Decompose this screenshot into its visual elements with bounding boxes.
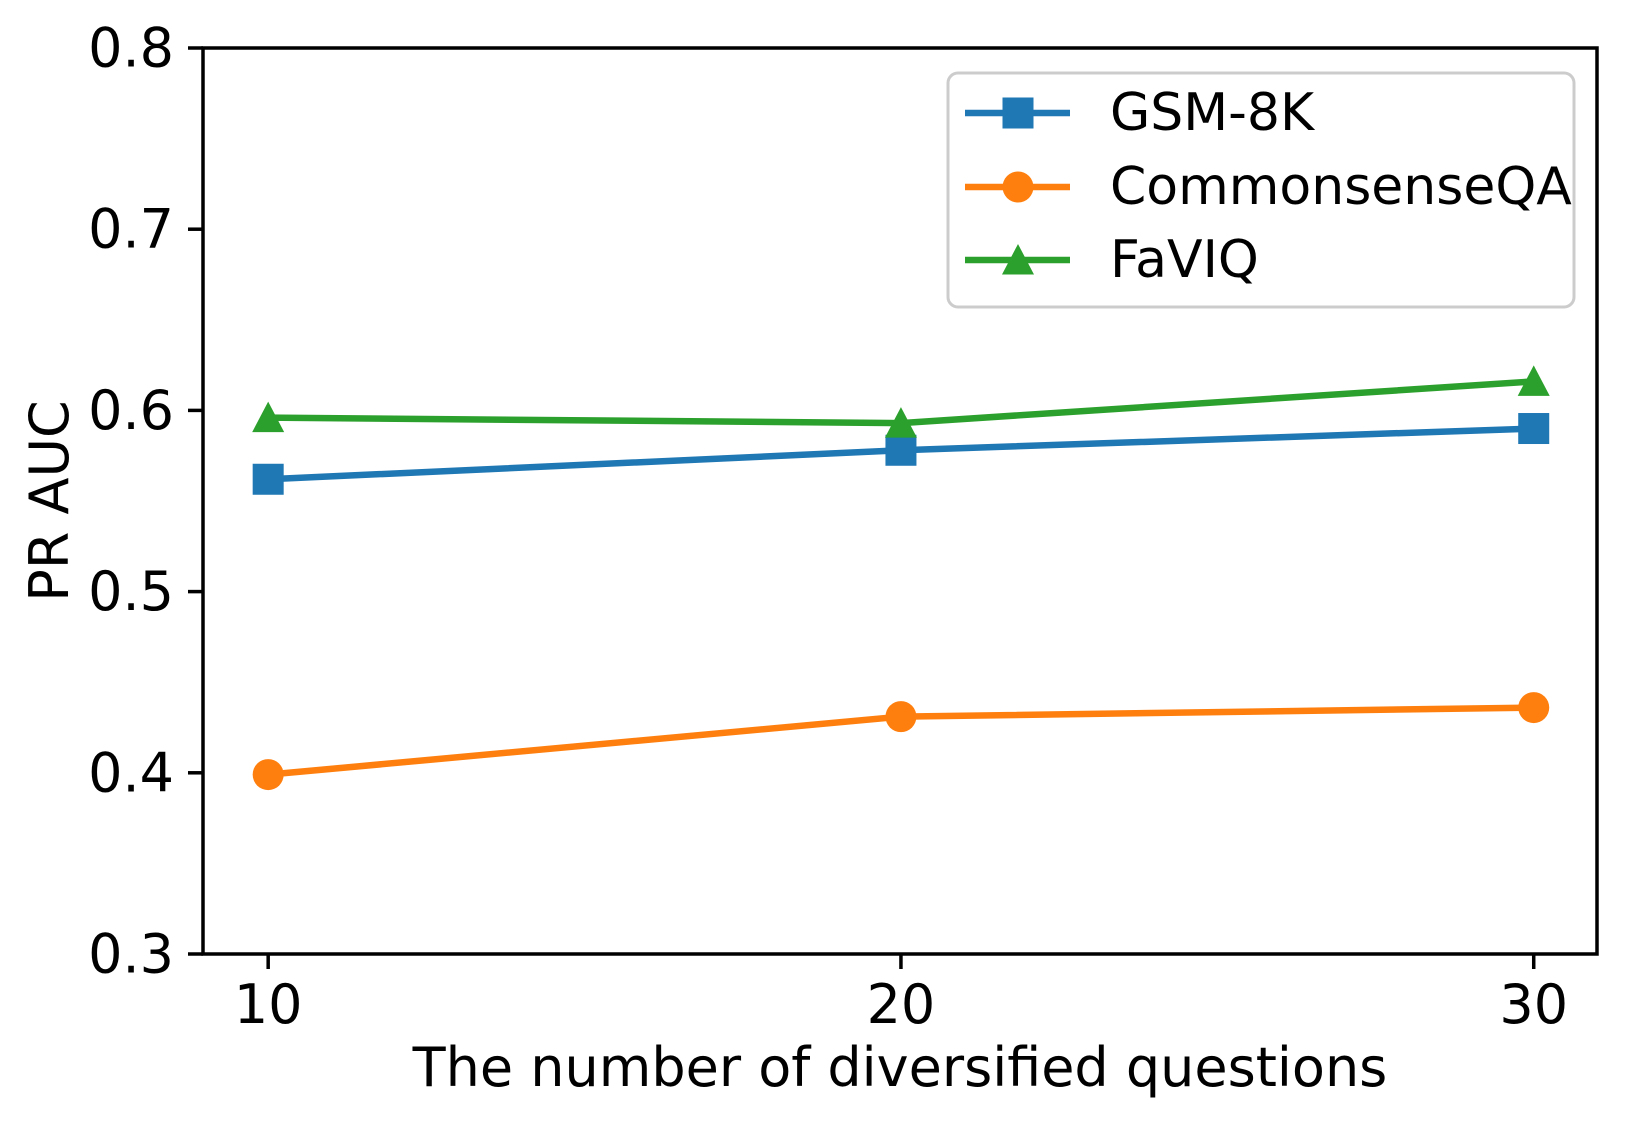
legend-label: FaVIQ: [1110, 230, 1259, 290]
data-point-marker: [885, 701, 917, 733]
legend-marker-circle: [1002, 171, 1034, 203]
y-tick-label: 0.3: [88, 923, 174, 986]
data-point-marker: [252, 463, 284, 495]
y-tick-label: 0.7: [88, 198, 174, 261]
y-tick-label: 0.4: [88, 741, 174, 804]
y-tick-label: 0.6: [88, 379, 174, 442]
y-tick-label: 0.8: [88, 17, 174, 80]
y-axis-label: PR AUC: [18, 400, 81, 601]
x-tick-label: 10: [234, 973, 303, 1036]
data-point-marker: [1517, 365, 1550, 396]
legend-box: [946, 71, 1576, 309]
data-point-marker: [884, 407, 917, 438]
legend-item: CommonsenseQA: [965, 157, 1572, 217]
data-point-marker: [1518, 692, 1550, 724]
x-tick-label: 20: [867, 973, 936, 1036]
series-layer: [252, 365, 1550, 791]
legend-label: GSM-8K: [1110, 83, 1316, 143]
data-point-marker: [885, 434, 917, 466]
series-GSM-8K: [252, 413, 1550, 495]
y-tick-label: 0.5: [88, 560, 174, 623]
data-point-marker: [252, 759, 284, 791]
data-point-marker: [1518, 413, 1550, 445]
legend-item: FaVIQ: [965, 230, 1259, 290]
x-tick-label: 30: [1499, 973, 1568, 1036]
plot-layer: 10 20 30 0.3 0.4 0.5 0.6 0.7 0.8: [88, 17, 1599, 1036]
legend-label: CommonsenseQA: [1110, 157, 1572, 217]
legend-marker-square: [1002, 97, 1034, 129]
legend-item: GSM-8K: [965, 83, 1316, 143]
series-FaVIQ: [252, 365, 1550, 438]
series-CommonsenseQA: [252, 692, 1550, 791]
data-point-marker: [252, 401, 285, 433]
legend-marker-triangle-up: [1002, 244, 1034, 275]
x-axis-label: The number of diversified questions: [412, 1036, 1388, 1099]
legend: GSM-8K CommonsenseQA FaVIQ: [946, 71, 1576, 309]
